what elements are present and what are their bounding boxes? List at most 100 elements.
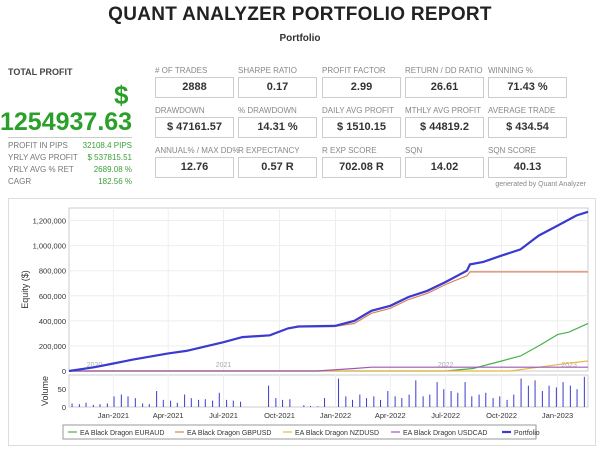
year-label: 2021 (216, 362, 232, 369)
volume-tick-label: 0 (62, 403, 66, 412)
metric-value: 702.08 R (322, 157, 401, 178)
metric-value: 40.13 (488, 157, 567, 178)
metric-value: 12.76 (155, 157, 234, 178)
detail-value: 32108.4 PIPS (82, 141, 132, 150)
metric-card: % DRAWDOWN 14.31 % (238, 106, 317, 138)
detail-label: CAGR (8, 177, 32, 186)
metric-card: PROFIT FACTOR 2.99 (322, 66, 401, 98)
detail-label: PROFIT IN PIPS (8, 141, 68, 150)
volume-axis-label: Volume (40, 376, 50, 406)
series-line-ea-black-dragon-nzdusd (69, 360, 589, 372)
x-tick-label: Jul-2022 (431, 411, 460, 420)
legend-entry: EA Black Dragon NZDUSD (295, 430, 379, 437)
x-tick-label: Jan-2021 (98, 411, 129, 420)
detail-label: YRLY AVG PROFIT (8, 153, 78, 162)
metric-card: WINNING % 71.43 % (488, 66, 567, 98)
metric-value: 2888 (155, 77, 234, 98)
y-tick-label: 800,000 (39, 267, 66, 276)
generated-by-note: generated by Quant Analyzer (495, 181, 586, 188)
metric-card: RETURN / DD RATIO 26.61 (405, 66, 484, 98)
plot-area (68, 207, 589, 372)
y-tick-label: 600,000 (39, 292, 66, 301)
metric-label: # OF TRADES (155, 66, 208, 75)
x-tick-label: Oct-2021 (264, 411, 295, 420)
legend-entry: EA Black Dragon EURAUD (80, 430, 164, 437)
x-tick-label: Jan-2023 (542, 411, 573, 420)
metric-value: 14.02 (405, 157, 484, 178)
year-label: 2020 (87, 362, 103, 369)
volume-area (68, 374, 589, 408)
metric-card: DAILY AVG PROFIT $ 1510.15 (322, 106, 401, 138)
metric-card: SHARPE RATIO 0.17 (238, 66, 317, 98)
metric-card: # OF TRADES 2888 (155, 66, 234, 98)
metric-value: $ 1510.15 (322, 117, 401, 138)
metric-card: SQN 14.02 (405, 146, 484, 178)
metric-value: 2.99 (322, 77, 401, 98)
report-subtitle: Portfolio (279, 33, 321, 44)
y-tick-label: 0 (62, 367, 66, 376)
y-tick-label: 1,200,000 (33, 217, 66, 226)
profit-detail-row: YRLY AVG % RET 2689.08 % (8, 165, 132, 174)
chart-frame (8, 198, 596, 446)
metric-label: SQN SCORE (488, 146, 537, 155)
metric-value: $ 434.54 (488, 117, 567, 138)
x-tick-label: Oct-2022 (486, 411, 517, 420)
metric-label: R EXP SCORE (322, 146, 377, 155)
metric-card: R EXPECTANCY 0.57 R (238, 146, 317, 178)
metric-label: ANNUAL% / MAX DD% (155, 146, 240, 155)
metric-label: MTHLY AVG PROFIT (405, 106, 482, 115)
metric-value: 0.57 R (238, 157, 317, 178)
metric-value: $ 47161.57 (155, 117, 234, 138)
profit-detail-row: CAGR 182.56 % (8, 177, 132, 186)
legend-entry: EA Black Dragon GBPUSD (187, 430, 271, 437)
x-tick-label: Apr-2021 (153, 411, 184, 420)
y-tick-label: 1,000,000 (33, 242, 66, 251)
year-label: 2022 (438, 362, 454, 369)
metric-label: SHARPE RATIO (238, 66, 297, 75)
series-line-ea-black-dragon-euraud (69, 322, 589, 372)
metric-card: ANNUAL% / MAX DD% 12.76 (155, 146, 240, 178)
year-label: 2023 (561, 362, 577, 369)
metric-label: % DRAWDOWN (238, 106, 297, 115)
metric-value: 0.17 (238, 77, 317, 98)
metric-label: WINNING % (488, 66, 533, 75)
x-tick-label: Jul-2021 (209, 411, 238, 420)
detail-value: $ 537815.51 (87, 153, 133, 162)
profit-detail-row: PROFIT IN PIPS 32108.4 PIPS (8, 141, 132, 150)
total-profit-value: 1254937.63 (0, 108, 133, 136)
series-line-ea-black-dragon-usdcad (69, 366, 588, 372)
detail-value: 182.56 % (98, 177, 132, 186)
metric-label: RETURN / DD RATIO (405, 66, 483, 75)
metric-label: PROFIT FACTOR (322, 66, 386, 75)
x-tick-label: Apr-2022 (375, 411, 406, 420)
metric-label: DRAWDOWN (155, 106, 205, 115)
profit-detail-row: YRLY AVG PROFIT $ 537815.51 (8, 153, 132, 162)
volume-tick-label: 50 (58, 385, 66, 394)
metric-card: R EXP SCORE 702.08 R (322, 146, 401, 178)
series-line-portfolio (68, 210, 589, 373)
metric-card: MTHLY AVG PROFIT $ 44819.2 (405, 106, 484, 138)
y-tick-label: 400,000 (39, 317, 66, 326)
metric-label: SQN (405, 146, 423, 155)
metric-card: AVERAGE TRADE $ 434.54 (488, 106, 567, 138)
report-title: QUANT ANALYZER PORTFOLIO REPORT (108, 4, 492, 25)
metric-label: AVERAGE TRADE (488, 106, 556, 115)
legend (62, 424, 537, 440)
metric-label: DAILY AVG PROFIT (322, 106, 395, 115)
divider (8, 137, 132, 138)
legend-entry: EA Black Dragon USDCAD (403, 430, 487, 437)
metric-card: SQN SCORE 40.13 (488, 146, 567, 178)
metric-value: 71.43 % (488, 77, 567, 98)
metric-value: 14.31 % (238, 117, 317, 138)
metric-card: DRAWDOWN $ 47161.57 (155, 106, 234, 138)
currency-symbol: $ (114, 80, 129, 110)
metric-value: $ 44819.2 (405, 117, 484, 138)
metric-value: 26.61 (405, 77, 484, 98)
detail-value: 2689.08 % (93, 165, 132, 174)
total-profit-label: TOTAL PROFIT (8, 67, 73, 77)
x-tick-label: Jan-2022 (320, 411, 351, 420)
metric-label: R EXPECTANCY (238, 146, 300, 155)
detail-label: YRLY AVG % RET (8, 165, 74, 174)
y-tick-label: 200,000 (39, 342, 66, 351)
legend-entry: Portfolio (514, 430, 540, 437)
